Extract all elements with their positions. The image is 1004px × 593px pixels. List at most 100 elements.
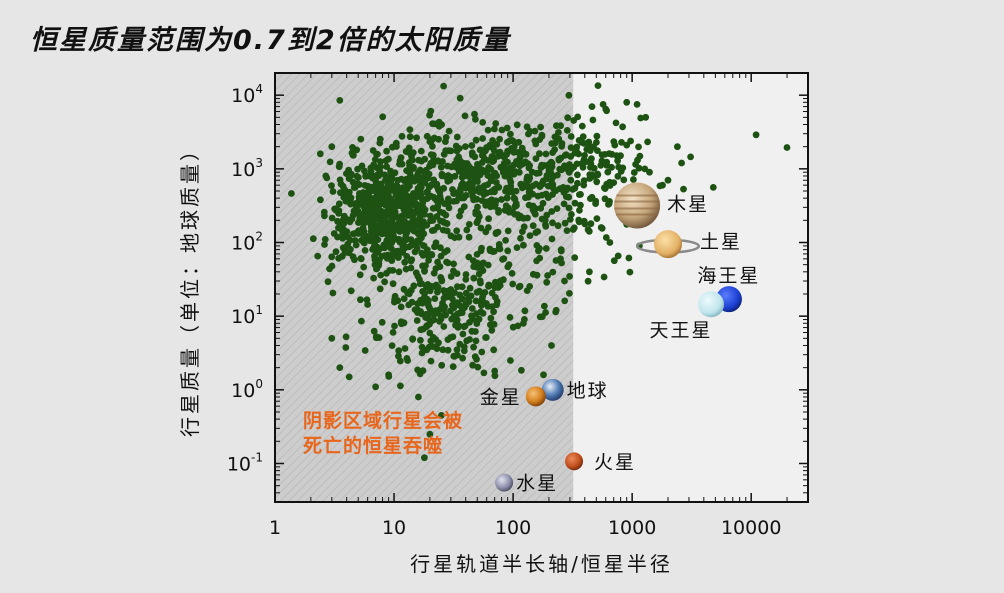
- exoplanet-point: [561, 152, 569, 159]
- exoplanet-point: [388, 174, 396, 182]
- planet-venus-body: [525, 386, 546, 407]
- exoplanet-point: [571, 199, 579, 207]
- exoplanet-point: [442, 134, 450, 141]
- exoplanet-point: [515, 283, 523, 291]
- planet-jupiter: 木星: [614, 182, 709, 229]
- exoplanet-point: [376, 135, 384, 143]
- exoplanet-point: [347, 171, 355, 179]
- exoplanet-point: [421, 454, 428, 462]
- exoplanet-point: [522, 158, 529, 166]
- exoplanet-point: [542, 309, 549, 316]
- exoplanet-point: [561, 219, 569, 227]
- exoplanet-point: [471, 353, 479, 360]
- exoplanet-point: [336, 160, 343, 168]
- exoplanet-point: [610, 179, 618, 187]
- exoplanet-point: [519, 150, 526, 158]
- exoplanet-point: [570, 163, 578, 171]
- exoplanet-point: [524, 214, 531, 222]
- exoplanet-point: [440, 151, 448, 158]
- exoplanet-point: [456, 212, 463, 220]
- exoplanet-point: [431, 295, 439, 302]
- exoplanet-point: [474, 363, 482, 371]
- exoplanet-point: [529, 202, 537, 210]
- exoplanet-point: [565, 91, 573, 99]
- planet-label: 木星: [667, 193, 709, 215]
- exoplanet-point: [443, 227, 451, 235]
- exoplanet-point: [380, 187, 387, 195]
- exoplanet-point: [602, 234, 610, 241]
- exoplanet-point: [460, 343, 468, 351]
- exoplanet-point: [565, 204, 573, 212]
- exoplanet-point: [592, 197, 600, 205]
- exoplanet-point: [537, 123, 544, 131]
- exoplanet-point: [618, 139, 625, 146]
- exoplanet-point: [587, 195, 594, 203]
- shaded-region-note-line: 死亡的恒星吞噬: [303, 434, 443, 457]
- exoplanet-point: [567, 133, 575, 140]
- exoplanet-point: [503, 194, 511, 202]
- exoplanet-point: [347, 287, 355, 295]
- exoplanet-point: [564, 114, 572, 122]
- exoplanet-point: [369, 174, 376, 182]
- exoplanet-point: [421, 206, 429, 214]
- exoplanet-point: [434, 258, 441, 266]
- exoplanet-point: [479, 147, 486, 155]
- exoplanet-point: [450, 190, 457, 198]
- exoplanet-point: [326, 158, 334, 166]
- exoplanet-point: [357, 296, 364, 304]
- x-axis-label: 行星轨道半长轴/恒星半径: [410, 552, 673, 576]
- exoplanet-point: [417, 225, 425, 233]
- exoplanet-point: [488, 153, 496, 160]
- exoplanet-point: [350, 184, 358, 191]
- exoplanet-point: [353, 210, 360, 217]
- exoplanet-point: [396, 357, 404, 365]
- exoplanet-point: [508, 270, 516, 277]
- y-tick-base: 10: [231, 380, 255, 402]
- exoplanet-point: [540, 371, 547, 379]
- exoplanet-point: [376, 285, 384, 293]
- exoplanet-point: [439, 346, 447, 354]
- exoplanet-point: [339, 229, 347, 237]
- exoplanet-point: [459, 330, 467, 338]
- exoplanet-point: [324, 278, 332, 286]
- planet-label: 海王星: [697, 265, 760, 287]
- y-tick-label: 102: [231, 229, 263, 254]
- exoplanet-point: [518, 366, 525, 374]
- exoplanet-point: [472, 115, 479, 123]
- exoplanet-point: [507, 130, 514, 138]
- exoplanet-point: [644, 138, 651, 146]
- exoplanet-point: [432, 239, 440, 247]
- exoplanet-point: [329, 188, 337, 195]
- exoplanet-point: [337, 220, 345, 228]
- exoplanet-point: [383, 163, 390, 171]
- exoplanet-point: [466, 318, 473, 326]
- exoplanet-point: [357, 135, 365, 143]
- exoplanet-point: [637, 114, 645, 122]
- exoplanet-point: [577, 191, 584, 198]
- exoplanet-point: [518, 144, 526, 152]
- exoplanet-point: [470, 343, 477, 351]
- exoplanet-point: [372, 383, 379, 391]
- exoplanet-point: [605, 201, 612, 208]
- exoplanet-point: [548, 235, 556, 243]
- exoplanet-point: [355, 174, 362, 181]
- exoplanet-point: [623, 98, 631, 106]
- exoplanet-point: [678, 159, 685, 167]
- exoplanet-point: [532, 140, 540, 148]
- exoplanet-point: [340, 245, 348, 252]
- exoplanet-point: [360, 228, 368, 235]
- exoplanet-point: [338, 252, 346, 260]
- exoplanet-point: [370, 274, 377, 282]
- planet-label: 土星: [700, 231, 742, 253]
- exoplanet-point: [389, 223, 397, 231]
- exoplanet-point: [597, 224, 605, 231]
- exoplanet-point: [458, 295, 466, 303]
- exoplanet-point: [603, 158, 611, 166]
- exoplanet-point: [437, 244, 444, 252]
- exoplanet-point: [470, 274, 478, 282]
- planet-mercury: 水星: [495, 473, 556, 495]
- exoplanet-point: [604, 168, 612, 176]
- exoplanet-point: [362, 172, 369, 180]
- exoplanet-point: [484, 302, 492, 310]
- exoplanet-point: [430, 134, 438, 142]
